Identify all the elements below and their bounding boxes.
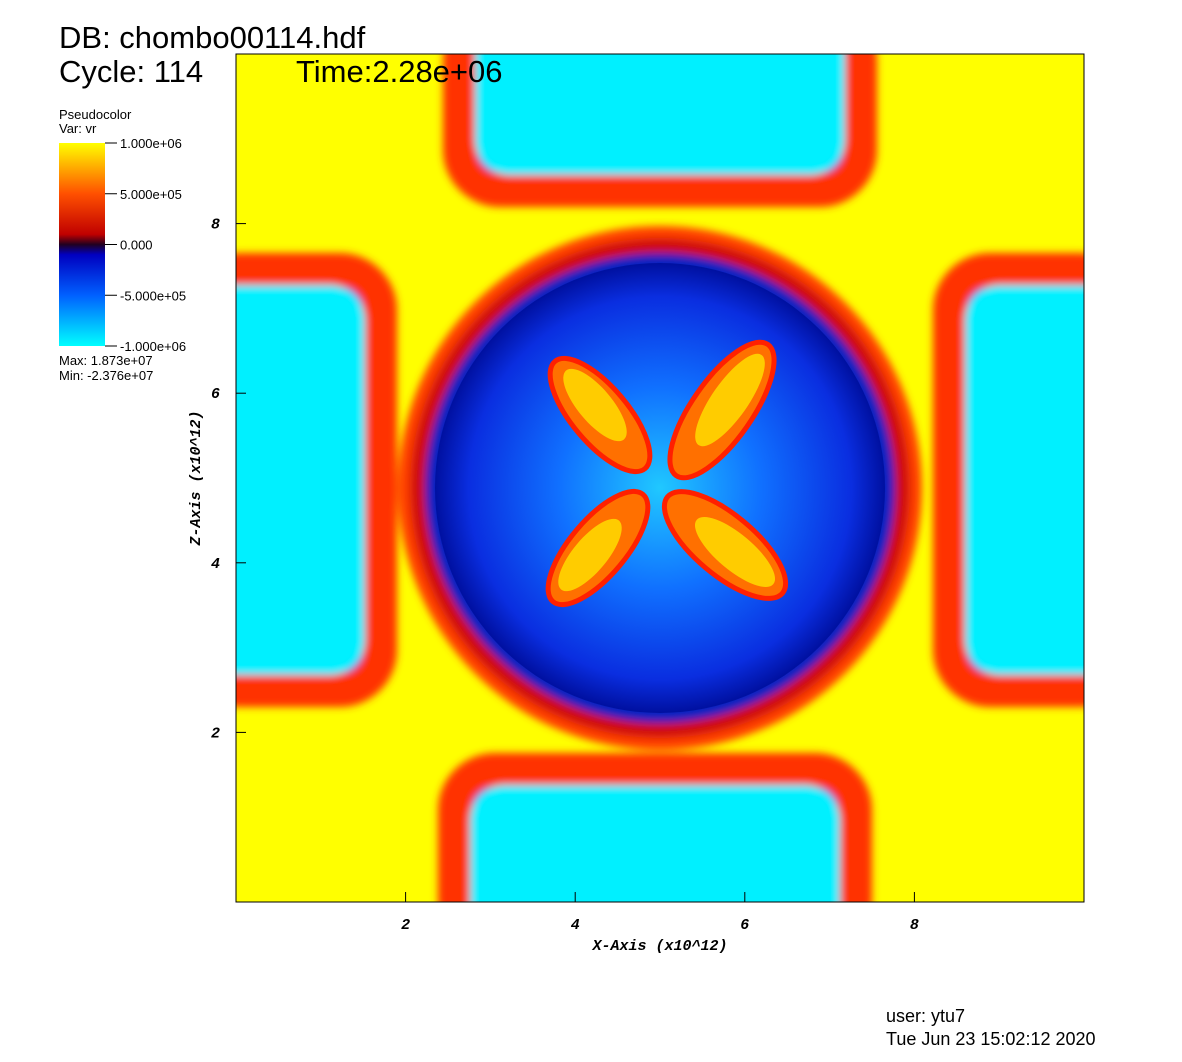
x-tick-label: 2	[401, 917, 410, 934]
db-title: DB: chombo00114.hdf	[59, 20, 366, 55]
min-label: Min: -2.376e+07	[59, 368, 153, 383]
x-tick-label: 8	[910, 917, 919, 934]
time-label: Time:2.28e+06	[296, 54, 503, 89]
max-label: Max: 1.873e+07	[59, 353, 153, 368]
date-label: Tue Jun 23 15:02:12 2020	[886, 1029, 1096, 1049]
plot-frame	[235, 53, 1085, 903]
colorbar	[59, 143, 105, 346]
y-tick-label: 4	[211, 556, 220, 573]
colorbar-tick-label: -5.000e+05	[120, 288, 186, 303]
colorbar-tick-label: -1.000e+06	[120, 339, 186, 354]
colorbar-title: Pseudocolor	[59, 107, 132, 122]
y-tick-label: 2	[211, 725, 220, 742]
x-tick-label: 6	[740, 917, 749, 934]
colorbar-tick-label: 5.000e+05	[120, 187, 182, 202]
y-tick-label: 8	[211, 217, 220, 234]
y-tick-label: 6	[211, 386, 220, 403]
colorbar-tick-label: 0.000	[120, 238, 153, 253]
colorbar-tick-label: 1.000e+06	[120, 136, 182, 151]
x-axis-label: X-Axis (x10^12)	[591, 938, 727, 955]
cycle-label: Cycle: 114	[59, 54, 203, 89]
x-tick-label: 4	[571, 917, 580, 934]
user-label: user: ytu7	[886, 1006, 965, 1026]
colorbar-variable: Var: vr	[59, 121, 97, 136]
y-axis-label: Z-Axis (x10^12)	[188, 410, 205, 546]
pseudocolor-image	[236, 54, 1084, 902]
